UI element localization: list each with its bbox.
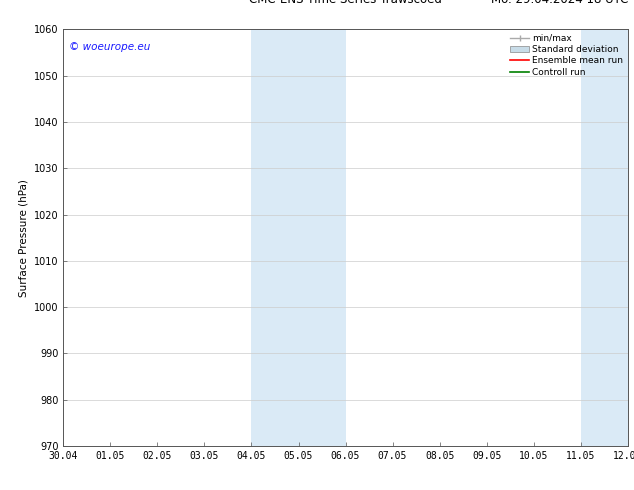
Text: Mo. 29.04.2024 18 UTC: Mo. 29.04.2024 18 UTC xyxy=(491,0,629,6)
Bar xyxy=(252,29,346,446)
Text: CMC-ENS Time Series Trawscoed: CMC-ENS Time Series Trawscoed xyxy=(249,0,442,6)
Text: © woeurope.eu: © woeurope.eu xyxy=(69,42,150,52)
Bar xyxy=(581,29,634,446)
Legend: min/max, Standard deviation, Ensemble mean run, Controll run: min/max, Standard deviation, Ensemble me… xyxy=(508,32,625,78)
Y-axis label: Surface Pressure (hPa): Surface Pressure (hPa) xyxy=(18,179,29,296)
